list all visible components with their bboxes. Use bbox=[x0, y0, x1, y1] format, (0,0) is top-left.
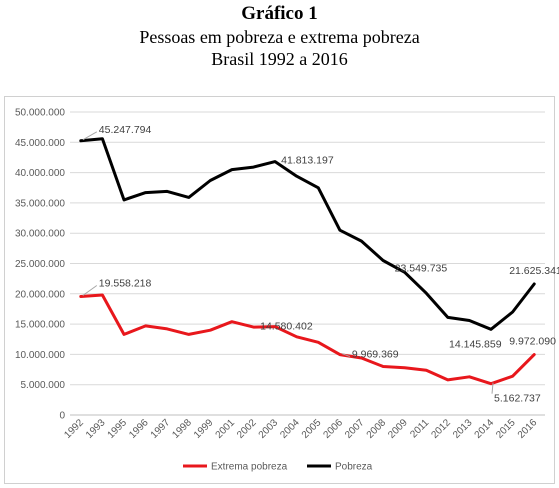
x-tick-label: 2009 bbox=[386, 417, 410, 441]
x-tick-label: 1999 bbox=[192, 417, 216, 441]
y-tick-label: 50.000.000 bbox=[15, 108, 65, 119]
x-tick-label: 2011 bbox=[408, 417, 431, 440]
y-tick-label: 30.000.000 bbox=[15, 229, 65, 240]
x-tick-label: 2005 bbox=[300, 417, 324, 441]
y-tick-label: 5.000.000 bbox=[21, 380, 66, 391]
data-label: 41.813.197 bbox=[281, 155, 334, 167]
data-label-leader bbox=[82, 285, 98, 296]
chart-title: Gráfico 1 bbox=[241, 3, 318, 24]
y-tick-label: 10.000.000 bbox=[15, 350, 65, 361]
x-tick-label: 2006 bbox=[321, 417, 345, 441]
x-tick-label: 2004 bbox=[278, 417, 302, 441]
data-label-leader bbox=[491, 382, 494, 394]
legend: Extrema pobreza Pobreza bbox=[183, 462, 373, 473]
y-tick-label: 15.000.000 bbox=[15, 320, 65, 331]
data-label: 45.247.794 bbox=[99, 124, 152, 136]
y-tick-label: 45.000.000 bbox=[15, 138, 65, 149]
poverty-line bbox=[79, 137, 536, 331]
x-tick-label: 2008 bbox=[365, 417, 389, 441]
x-tick-label: 1997 bbox=[149, 417, 173, 441]
x-tick-label: 2001 bbox=[214, 417, 238, 441]
data-label: 14.145.859 bbox=[449, 338, 502, 350]
data-label: 21.625.341 bbox=[509, 265, 559, 277]
x-tick-label: 1992 bbox=[62, 417, 86, 441]
extreme-poverty-line bbox=[79, 293, 536, 386]
data-label: 14.580.402 bbox=[260, 321, 313, 333]
chart-title-block: Gráfico 1 Pessoas em pobreza e extrema p… bbox=[0, 0, 559, 70]
x-axis-ticks: 1992199319951996199719981999200120022003… bbox=[62, 417, 539, 441]
x-tick-label: 2016 bbox=[516, 417, 540, 441]
data-label: 5.162.737 bbox=[494, 393, 541, 405]
y-tick-label: 20.000.000 bbox=[15, 289, 65, 300]
y-tick-label: 40.000.000 bbox=[15, 168, 65, 179]
x-tick-label: 2012 bbox=[429, 417, 453, 441]
x-tick-label: 1998 bbox=[170, 417, 194, 441]
y-tick-label: 35.000.000 bbox=[15, 198, 65, 209]
x-tick-label: 1995 bbox=[106, 417, 130, 441]
data-label-leader bbox=[341, 353, 351, 358]
x-tick-label: 2002 bbox=[235, 417, 259, 441]
x-tick-label: 1996 bbox=[127, 417, 151, 441]
series-lines bbox=[79, 137, 536, 386]
data-label: 9.969.369 bbox=[352, 349, 399, 361]
chart-subtitle-line1: Pessoas em pobreza e extrema pobreza bbox=[139, 27, 420, 47]
data-label: 9.972.090 bbox=[509, 336, 556, 348]
legend-label: Extrema pobreza bbox=[211, 462, 288, 473]
y-axis-ticks: 0 5.000.000 10.000.000 15.000.000 20.000.000… bbox=[15, 108, 66, 422]
legend-label: Pobreza bbox=[335, 462, 373, 473]
x-tick-label: 2007 bbox=[343, 417, 367, 441]
data-label: 19.558.218 bbox=[99, 277, 152, 289]
y-tick-label: 0 bbox=[59, 411, 65, 422]
x-tick-label: 2014 bbox=[473, 417, 497, 441]
chart-subtitle-line2: Brasil 1992 a 2016 bbox=[211, 49, 348, 69]
x-tick-label: 1993 bbox=[84, 417, 108, 441]
x-tick-label: 2015 bbox=[494, 417, 518, 441]
chart-area bbox=[4, 96, 555, 484]
data-label: 23.549.735 bbox=[395, 262, 448, 274]
x-tick-label: 2003 bbox=[257, 417, 281, 441]
x-tick-label: 2013 bbox=[451, 417, 475, 441]
gridlines bbox=[70, 111, 545, 416]
y-tick-label: 25.000.000 bbox=[15, 259, 65, 270]
data-label-leader bbox=[82, 131, 98, 141]
data-labels: 45.247.794 41.813.197 23.549.735 14.145.859… bbox=[82, 124, 559, 405]
